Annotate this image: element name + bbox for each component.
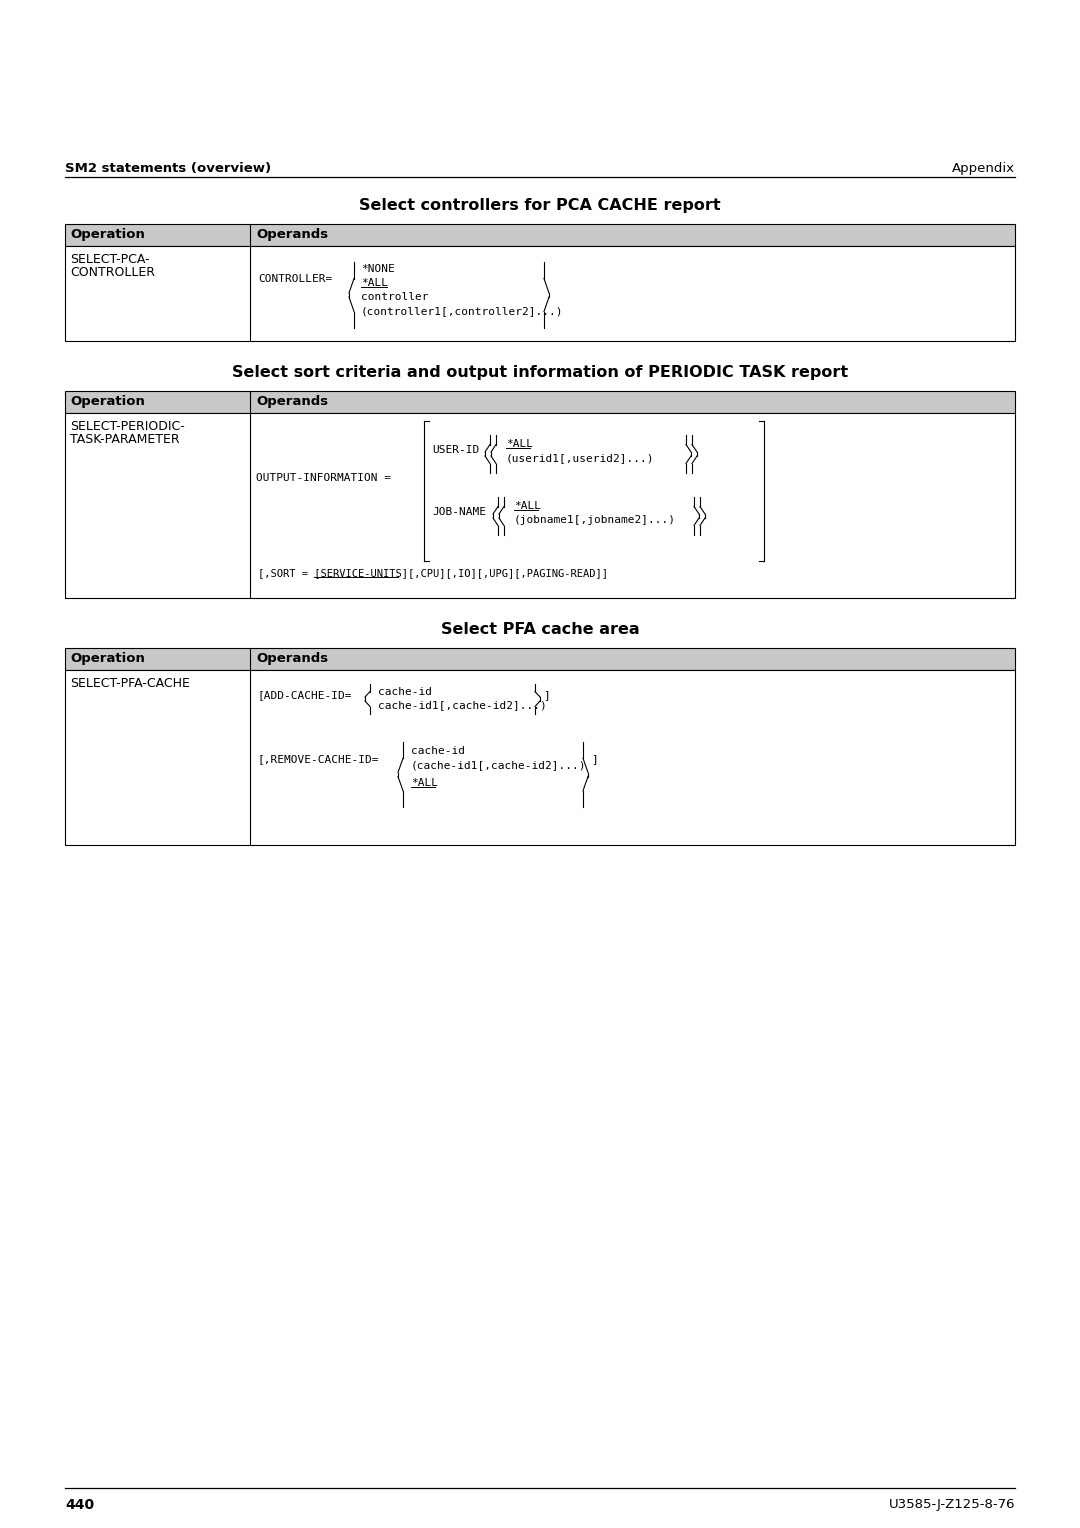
Text: Select PFA cache area: Select PFA cache area: [441, 622, 639, 637]
Text: SELECT-PERIODIC-: SELECT-PERIODIC-: [70, 420, 185, 432]
Text: [,SORT = [SERVICE-UNITS][,CPU][,IO][,UPG][,PAGING-READ]]: [,SORT = [SERVICE-UNITS][,CPU][,IO][,UPG…: [258, 568, 608, 578]
Text: cache-id1[,cache-id2]...): cache-id1[,cache-id2]...): [378, 700, 546, 711]
Text: Operands: Operands: [256, 396, 328, 408]
Text: ]: ]: [543, 691, 550, 700]
Bar: [65, 225, 1015, 246]
Text: (cache-id1[,cache-id2]...): (cache-id1[,cache-id2]...): [411, 759, 586, 770]
Bar: [65, 391, 1015, 413]
Text: CONTROLLER=: CONTROLLER=: [258, 274, 333, 284]
Text: cache-id: cache-id: [378, 688, 432, 697]
Bar: [65, 669, 1015, 845]
Text: CONTROLLER: CONTROLLER: [70, 266, 156, 280]
Text: *ALL: *ALL: [411, 778, 438, 788]
Text: [ADD-CACHE-ID=: [ADD-CACHE-ID=: [258, 691, 352, 700]
Text: Operands: Operands: [256, 228, 328, 241]
Text: Operation: Operation: [70, 396, 145, 408]
Text: *ALL: *ALL: [507, 439, 534, 449]
Text: USER-ID: USER-ID: [432, 445, 480, 455]
Text: SELECT-PFA-CACHE: SELECT-PFA-CACHE: [70, 677, 190, 691]
Bar: [65, 413, 1015, 597]
Text: controller: controller: [361, 292, 429, 303]
Text: OUTPUT-INFORMATION =: OUTPUT-INFORMATION =: [256, 474, 391, 483]
Text: (userid1[,userid2]...): (userid1[,userid2]...): [507, 452, 654, 463]
Text: [,REMOVE-CACHE-ID=: [,REMOVE-CACHE-ID=: [258, 753, 379, 764]
Text: *ALL: *ALL: [361, 278, 388, 287]
Text: (controller1[,controller2]...): (controller1[,controller2]...): [361, 306, 564, 316]
Text: TASK-PARAMETER: TASK-PARAMETER: [70, 432, 179, 446]
Text: SELECT-PCA-: SELECT-PCA-: [70, 254, 150, 266]
Text: 440: 440: [65, 1497, 94, 1513]
Text: Operation: Operation: [70, 228, 145, 241]
Text: Operands: Operands: [256, 652, 328, 665]
Bar: [65, 246, 1015, 341]
Text: ]: ]: [591, 753, 597, 764]
Bar: [65, 648, 1015, 669]
Text: Select controllers for PCA CACHE report: Select controllers for PCA CACHE report: [360, 199, 720, 212]
Text: JOB-NAME: JOB-NAME: [432, 507, 486, 516]
Text: Select sort criteria and output information of PERIODIC TASK report: Select sort criteria and output informat…: [232, 365, 848, 380]
Text: *NONE: *NONE: [361, 264, 395, 274]
Text: Operation: Operation: [70, 652, 145, 665]
Text: cache-id: cache-id: [411, 746, 465, 756]
Text: *ALL: *ALL: [514, 501, 541, 510]
Text: SM2 statements (overview): SM2 statements (overview): [65, 162, 271, 176]
Text: Appendix: Appendix: [951, 162, 1015, 176]
Text: (jobname1[,jobname2]...): (jobname1[,jobname2]...): [514, 515, 676, 526]
Text: U3585-J-Z125-8-76: U3585-J-Z125-8-76: [889, 1497, 1015, 1511]
